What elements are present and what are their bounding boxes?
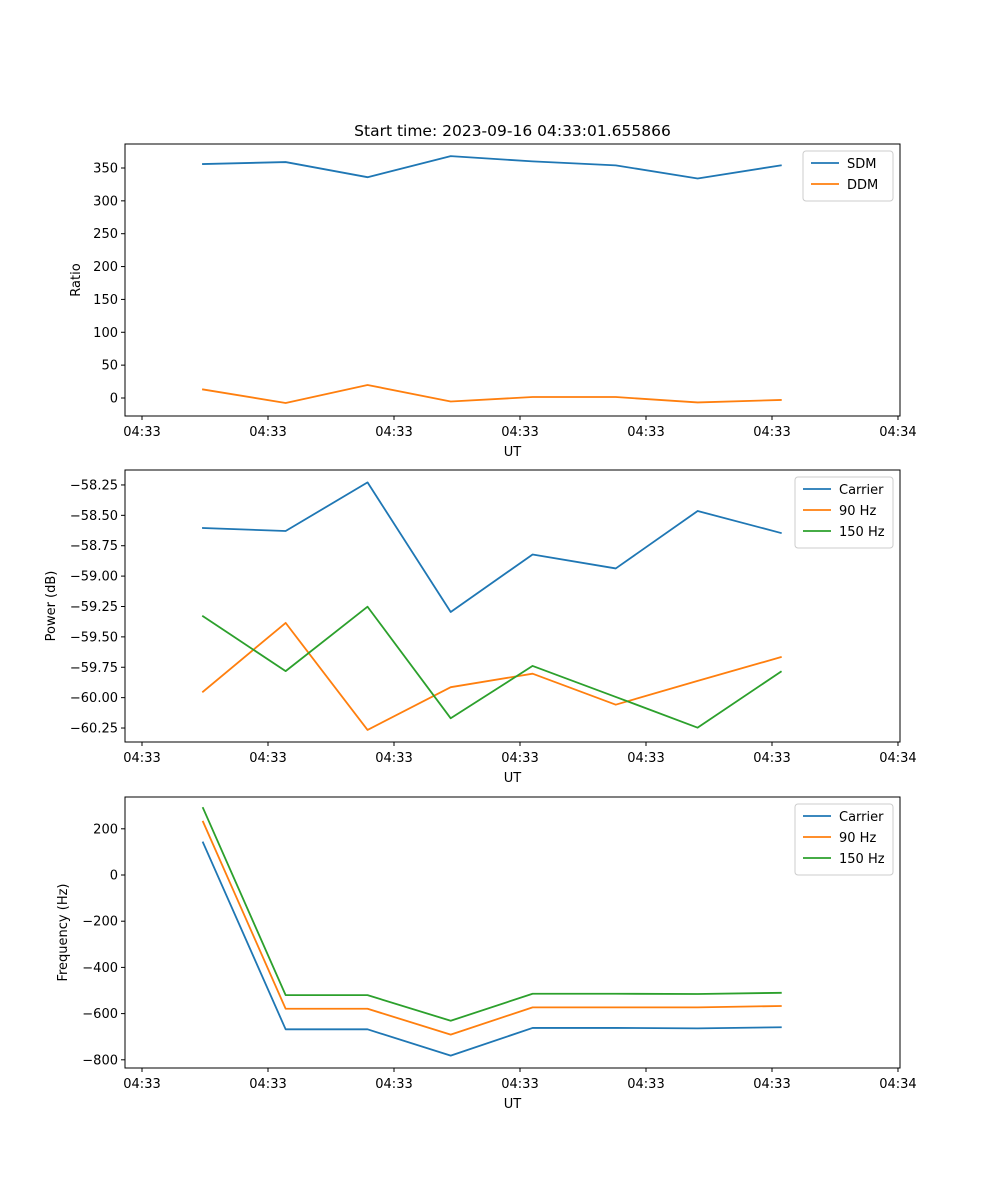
y-tick-label: −60.00 bbox=[70, 691, 118, 706]
y-tick-label: 350 bbox=[93, 161, 118, 176]
y-tick-label: −800 bbox=[82, 1053, 118, 1068]
x-tick-label: 04:33 bbox=[375, 1077, 412, 1092]
legend-label: SDM bbox=[847, 157, 876, 172]
panel-3: 04:33 04:33 04:33 04:33 04:33 04:33 04:34 UT −80… bbox=[56, 796, 917, 1112]
x-tick-label: 04:33 bbox=[375, 751, 412, 766]
y-tick-label: −59.00 bbox=[70, 570, 118, 585]
y-axis-label: Power (dB) bbox=[44, 571, 59, 642]
y-tick-label: −60.25 bbox=[70, 722, 118, 737]
x-tick-label: 04:33 bbox=[753, 751, 790, 766]
legend-label: 150 Hz bbox=[839, 852, 885, 867]
y-tick-label: 200 bbox=[93, 260, 118, 275]
x-tick-label: 04:33 bbox=[627, 1077, 664, 1092]
legend-label: 150 Hz bbox=[839, 525, 885, 540]
x-tick-label: 04:33 bbox=[375, 425, 412, 440]
chart-title: Start time: 2023-09-16 04:33:01.655866 bbox=[354, 122, 671, 140]
x-tick-label: 04:33 bbox=[627, 751, 664, 766]
series-line-150-hz bbox=[201, 806, 782, 1022]
y-tick-label: −59.75 bbox=[70, 661, 118, 676]
x-tick-label: 04:33 bbox=[249, 1077, 286, 1092]
legend-label: DDM bbox=[847, 178, 878, 193]
y-tick-label: −58.25 bbox=[70, 478, 118, 493]
x-tick-label: 04:33 bbox=[501, 751, 538, 766]
y-tick-label: −58.50 bbox=[70, 509, 118, 524]
y-tick-label: 150 bbox=[93, 293, 118, 308]
x-tick-label: 04:34 bbox=[879, 751, 916, 766]
y-axis-label: Frequency (Hz) bbox=[56, 883, 71, 981]
series-group bbox=[201, 806, 782, 1057]
legend-label: Carrier bbox=[839, 483, 884, 498]
legend: SDM DDM bbox=[802, 150, 894, 202]
y-tick-label: −600 bbox=[82, 1007, 118, 1022]
series-line-ddm bbox=[201, 384, 782, 404]
x-tick-label: 04:33 bbox=[123, 1077, 160, 1092]
legend: Carrier 90 Hz 150 Hz bbox=[794, 803, 894, 876]
y-tick-label: −400 bbox=[82, 961, 118, 976]
x-tick-label: 04:33 bbox=[123, 751, 160, 766]
x-tick-label: 04:33 bbox=[753, 1077, 790, 1092]
series-group bbox=[201, 481, 783, 731]
x-tick-label: 04:34 bbox=[879, 425, 916, 440]
y-tick-label: −59.50 bbox=[70, 630, 118, 645]
axes-frame bbox=[124, 143, 901, 417]
series-line-90-hz bbox=[201, 820, 782, 1036]
series-line-150-hz bbox=[201, 605, 783, 729]
legend-label: 90 Hz bbox=[839, 504, 876, 519]
legend-label: Carrier bbox=[839, 810, 884, 825]
y-tick-label: 200 bbox=[93, 822, 118, 837]
y-tick-label: −59.25 bbox=[70, 600, 118, 615]
x-tick-label: 04:33 bbox=[249, 751, 286, 766]
x-axis-label: UT bbox=[504, 445, 522, 460]
y-tick-label: 0 bbox=[110, 869, 118, 884]
legend: Carrier 90 Hz 150 Hz bbox=[794, 476, 894, 549]
x-tick-label: 04:34 bbox=[879, 1077, 916, 1092]
x-tick-label: 04:33 bbox=[123, 425, 160, 440]
panel-2: 04:33 04:33 04:33 04:33 04:33 04:33 04:34 UT −60… bbox=[44, 469, 917, 786]
y-tick-label: 0 bbox=[110, 391, 118, 406]
series-line-sdm bbox=[202, 155, 782, 180]
series-group bbox=[201, 155, 782, 404]
series-line-90-hz bbox=[201, 621, 782, 731]
x-tick-label: 04:33 bbox=[501, 1077, 538, 1092]
x-tick-label: 04:33 bbox=[627, 425, 664, 440]
y-tick-label: 50 bbox=[101, 359, 118, 374]
series-line-carrier bbox=[201, 841, 782, 1057]
x-tick-label: 04:33 bbox=[249, 425, 286, 440]
x-axis-label: UT bbox=[504, 771, 522, 786]
x-tick-label: 04:33 bbox=[501, 425, 538, 440]
y-tick-label: 100 bbox=[93, 326, 118, 341]
legend-label: 90 Hz bbox=[839, 831, 876, 846]
panel-1: 04:33 04:33 04:33 04:33 04:33 04:33 04:34 UT 0 50… bbox=[69, 143, 917, 460]
y-tick-label: −200 bbox=[82, 915, 118, 930]
x-axis-label: UT bbox=[504, 1097, 522, 1112]
series-line-carrier bbox=[202, 481, 782, 613]
x-tick-label: 04:33 bbox=[753, 425, 790, 440]
y-tick-label: 250 bbox=[93, 227, 118, 242]
y-tick-label: −58.75 bbox=[70, 539, 118, 554]
y-tick-label: 300 bbox=[93, 194, 118, 209]
y-axis-label: Ratio bbox=[69, 263, 84, 296]
axes-frame bbox=[124, 796, 901, 1069]
